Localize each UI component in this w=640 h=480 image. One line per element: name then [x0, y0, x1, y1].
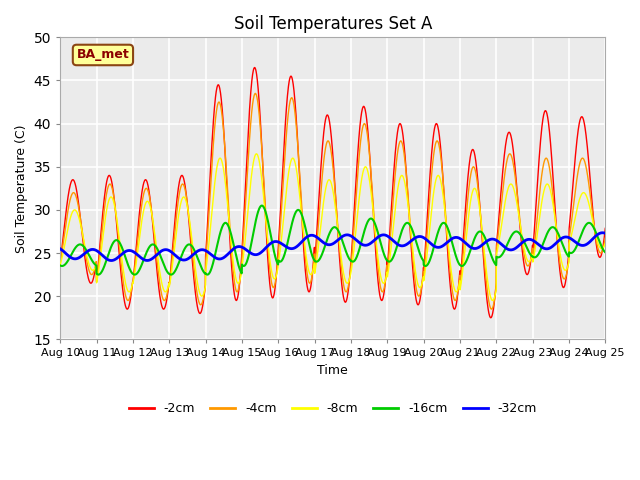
Text: BA_met: BA_met [77, 48, 129, 61]
Legend: -2cm, -4cm, -8cm, -16cm, -32cm: -2cm, -4cm, -8cm, -16cm, -32cm [124, 397, 542, 420]
X-axis label: Time: Time [317, 364, 348, 377]
Title: Soil Temperatures Set A: Soil Temperatures Set A [234, 15, 432, 33]
Y-axis label: Soil Temperature (C): Soil Temperature (C) [15, 124, 28, 252]
